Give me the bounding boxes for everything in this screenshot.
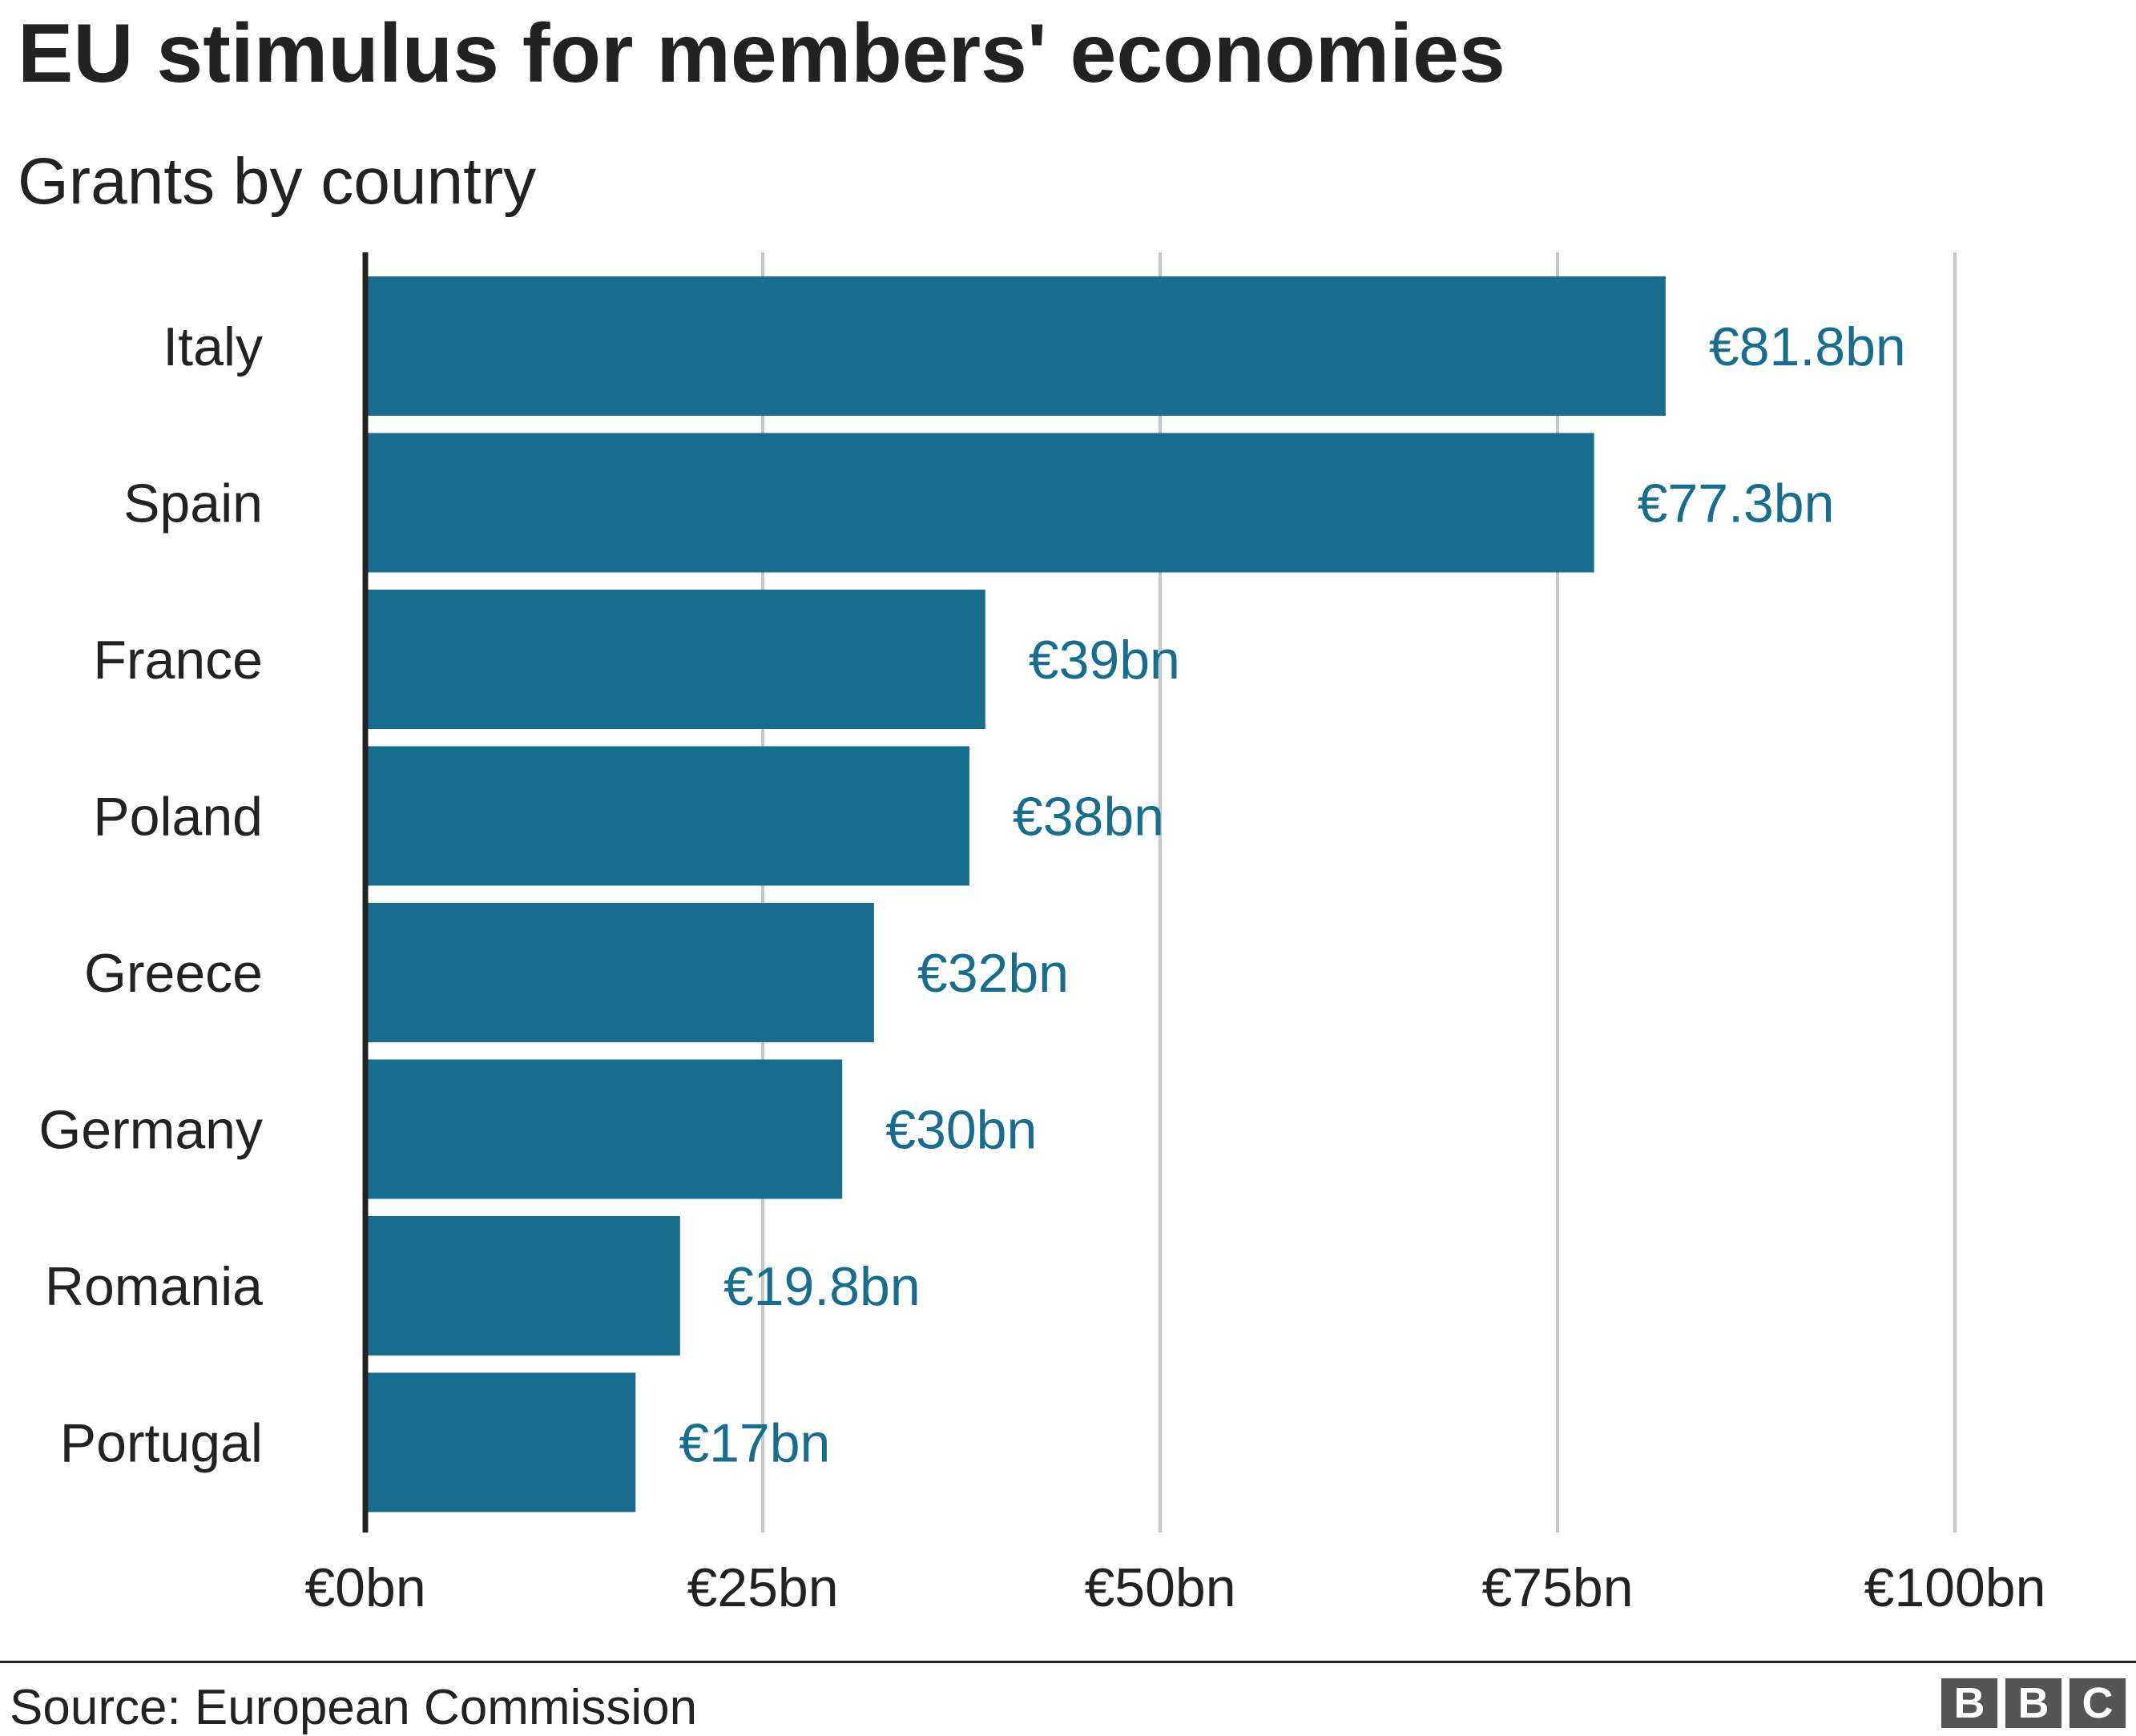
data-label: €19.8bn xyxy=(723,1256,921,1317)
category-label: Spain xyxy=(123,473,263,534)
data-label: €81.8bn xyxy=(1709,316,1906,377)
category-label: Germany xyxy=(38,1100,263,1161)
x-tick-label: €75bn xyxy=(1481,1557,1633,1618)
data-label: €77.3bn xyxy=(1638,473,1835,534)
category-label: France xyxy=(93,630,263,691)
category-label: Poland xyxy=(93,787,263,848)
bar xyxy=(365,276,1666,416)
data-label: €39bn xyxy=(1029,630,1180,691)
bar xyxy=(365,433,1594,573)
bar xyxy=(365,1372,636,1512)
x-tick-label: €100bn xyxy=(1864,1557,2046,1618)
category-label: Romania xyxy=(45,1256,263,1317)
source-text: Source: European Commission xyxy=(10,1680,698,1735)
data-label: €30bn xyxy=(885,1100,1037,1161)
chart-title: EU stimulus for members' economies xyxy=(18,7,1505,100)
bbc-logo-letter: B xyxy=(1941,1678,1997,1728)
category-label: Portugal xyxy=(60,1413,263,1474)
bbc-logo: B B C xyxy=(1941,1678,2126,1728)
data-label: €38bn xyxy=(1013,787,1164,848)
bar xyxy=(365,590,985,729)
x-tick-label: €25bn xyxy=(687,1557,838,1618)
data-label: €17bn xyxy=(679,1413,830,1474)
bar xyxy=(365,1216,680,1355)
x-tick-label: €0bn xyxy=(304,1557,425,1618)
category-label: Italy xyxy=(163,316,263,377)
bar xyxy=(365,746,969,886)
footer-divider xyxy=(0,1661,2136,1663)
data-label: €32bn xyxy=(917,943,1069,1004)
chart-subtitle: Grants by country xyxy=(18,145,537,218)
bbc-logo-letter: C xyxy=(2070,1678,2126,1728)
bar xyxy=(365,1059,843,1199)
bbc-logo-letter: B xyxy=(2005,1678,2061,1728)
category-label: Greece xyxy=(84,943,263,1004)
x-tick-label: €50bn xyxy=(1084,1557,1235,1618)
bar xyxy=(365,903,874,1042)
